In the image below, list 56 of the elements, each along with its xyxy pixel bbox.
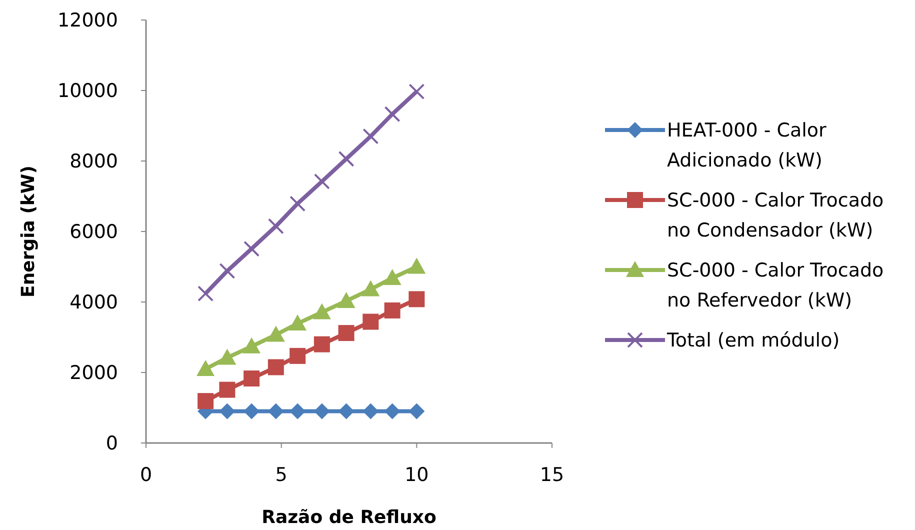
- point: [244, 240, 260, 257]
- point: [219, 382, 236, 398]
- point: [244, 370, 260, 386]
- point: [244, 403, 260, 420]
- point: [314, 403, 330, 420]
- point: [198, 286, 214, 302]
- y-axis-title: Energia (kW): [18, 166, 39, 298]
- legend-label: HEAT-000 - Calor Adicionado (kW): [667, 120, 827, 172]
- point: [338, 150, 354, 167]
- point: [408, 403, 425, 420]
- point: [362, 128, 379, 144]
- point: [218, 348, 236, 365]
- point: [288, 314, 307, 331]
- point: [268, 218, 284, 234]
- point: [362, 280, 380, 296]
- legend-label: SC-000 - Calor Trocado no Condensador (kW): [667, 190, 884, 242]
- point: [362, 314, 379, 330]
- point: [268, 359, 284, 376]
- point: [408, 291, 425, 308]
- point: [383, 269, 402, 286]
- point: [384, 403, 400, 420]
- point: [312, 303, 331, 320]
- point: [338, 403, 354, 420]
- y-tick-label: 0: [106, 432, 118, 455]
- y-tick-label: 10000: [58, 80, 118, 102]
- point: [408, 258, 426, 274]
- point: [268, 403, 284, 420]
- x-tick-label: 0: [140, 464, 152, 486]
- point: [337, 292, 356, 308]
- x-tick-label: 10: [404, 464, 429, 486]
- point: [242, 337, 261, 354]
- point: [362, 403, 379, 420]
- x-tick-label: 5: [275, 464, 288, 486]
- point: [198, 393, 214, 410]
- y-tick-label: 8000: [70, 150, 118, 173]
- point: [196, 360, 215, 376]
- legend-label: SC-000 - Calor Trocado no Refervedor (kW): [667, 260, 884, 312]
- point: [384, 106, 400, 122]
- point: [384, 302, 400, 318]
- x-axis-title: Razão de Refluxo: [262, 507, 436, 528]
- point: [314, 336, 330, 352]
- point: [338, 325, 354, 342]
- point: [314, 173, 330, 190]
- point: [290, 196, 306, 212]
- y-tick-label: 12000: [58, 10, 118, 32]
- point: [290, 403, 306, 420]
- point: [408, 84, 425, 100]
- x-tick-label: 15: [540, 464, 564, 486]
- y-tick-label: 2000: [70, 362, 118, 384]
- y-tick-label: 6000: [70, 221, 118, 244]
- point: [219, 403, 236, 420]
- point: [290, 348, 306, 364]
- point: [266, 326, 285, 342]
- legend-label: Total (em módulo): [666, 330, 840, 352]
- y-tick-label: 4000: [70, 292, 118, 314]
- point: [219, 262, 236, 279]
